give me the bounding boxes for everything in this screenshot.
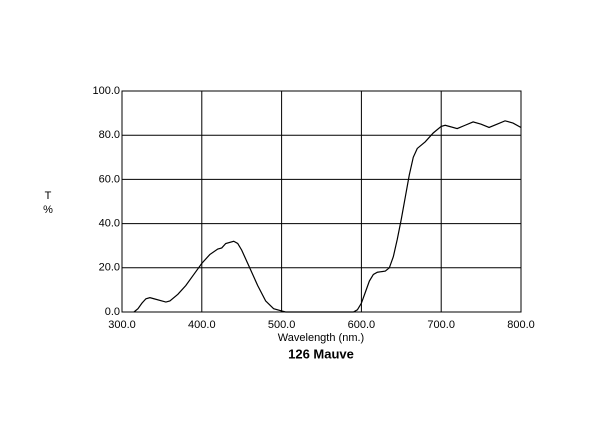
x-axis-label: Wavelength (nm.) xyxy=(278,332,364,344)
chart-title: 126 Mauve xyxy=(288,346,354,361)
x-tick-label: 800.0 xyxy=(507,319,535,331)
y-tick-label: 80.0 xyxy=(99,129,120,141)
y-axis-label: T xyxy=(45,190,52,202)
y-axis-label: % xyxy=(43,204,53,216)
y-tick-label: 0.0 xyxy=(105,306,120,318)
y-tick-label: 20.0 xyxy=(99,262,120,274)
y-tick-label: 40.0 xyxy=(99,218,120,230)
y-tick-label: 100.0 xyxy=(92,85,120,97)
x-tick-label: 700.0 xyxy=(427,319,455,331)
x-tick-label: 500.0 xyxy=(268,319,296,331)
x-tick-label: 600.0 xyxy=(348,319,376,331)
y-tick-label: 60.0 xyxy=(99,173,120,185)
x-tick-label: 300.0 xyxy=(108,319,136,331)
data-line xyxy=(133,120,522,313)
x-tick-label: 400.0 xyxy=(188,319,216,331)
